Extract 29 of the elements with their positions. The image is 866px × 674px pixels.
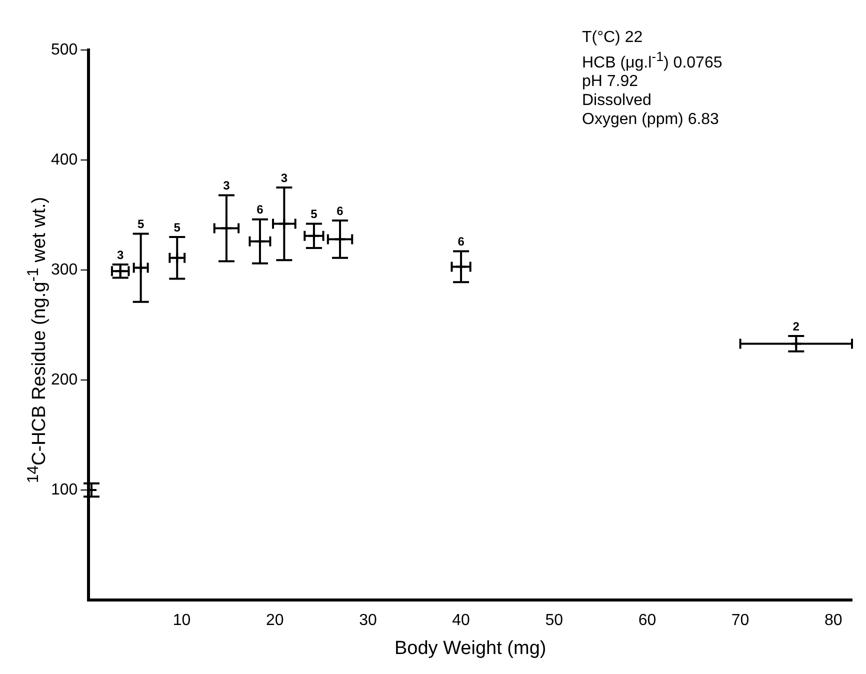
annotation: pH 7.92 (582, 72, 640, 92)
x-tick-label: 10 (172, 612, 191, 630)
annotation: 5 (137, 217, 144, 232)
annotation: 3 (223, 178, 230, 193)
y-tick-label: 400 (50, 151, 78, 168)
annotation: 2 (792, 319, 800, 334)
annotation: 6 (458, 234, 465, 249)
y-tick-label: 300 (50, 261, 78, 278)
annotation: Oxygen (ppm) 6.83 (582, 110, 720, 130)
x-tick-label: 30 (359, 612, 377, 630)
x-tick-label: 50 (545, 612, 564, 630)
x-tick-label: 20 (266, 612, 284, 630)
annotation: 5 (174, 220, 181, 234)
text: T(°C) 22 (582, 28, 644, 47)
annotation: 6 (256, 202, 264, 217)
x-tick-label: 70 (731, 612, 750, 630)
annotation: 3 (280, 170, 288, 185)
y-tick-label: 100 (50, 481, 78, 498)
annotation: 3 (117, 248, 124, 262)
x-tick-label: 60 (638, 612, 656, 630)
annotation: 5 (310, 207, 318, 222)
y-tick-label: 500 (50, 41, 78, 58)
annotation: HCB (μg.l$^{-1}$) 0.0765 (582, 48, 722, 72)
annotation: Dissolved (582, 91, 652, 110)
x-tick-label: 40 (452, 612, 470, 630)
annotation: 6 (336, 204, 344, 218)
x-axis-title: Body Weight (mg) (394, 638, 546, 659)
x-tick-label: 80 (824, 612, 842, 630)
y-tick-label: 200 (50, 371, 78, 388)
